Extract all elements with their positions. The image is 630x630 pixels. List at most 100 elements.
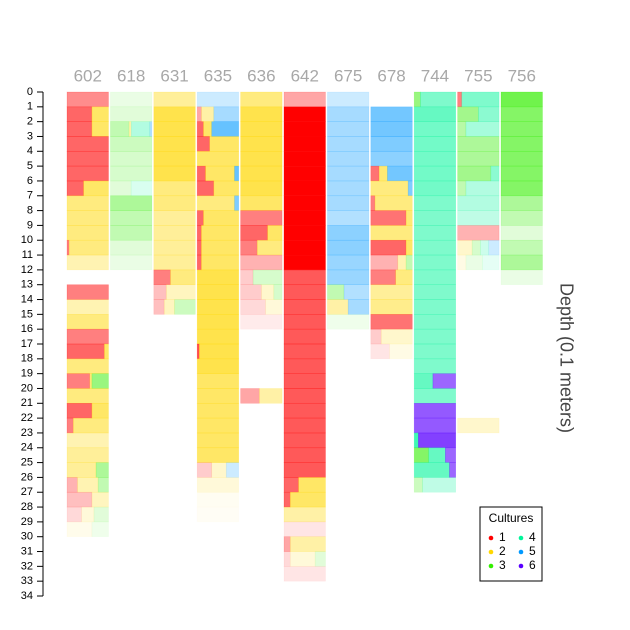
layer-segment bbox=[465, 121, 500, 137]
layer-segment bbox=[500, 239, 543, 256]
layer-segment bbox=[370, 136, 413, 152]
layer-segment bbox=[370, 121, 413, 137]
y-tick-label: 20 bbox=[21, 382, 33, 394]
layer-segment bbox=[240, 210, 283, 226]
legend-marker bbox=[488, 563, 494, 569]
layer-segment bbox=[370, 284, 413, 300]
y-tick-label: 3 bbox=[27, 130, 33, 142]
layer-segment bbox=[66, 521, 93, 538]
layer-segment bbox=[72, 417, 109, 434]
layer-segment bbox=[482, 254, 500, 271]
layer-segment bbox=[413, 239, 457, 256]
layer-segment bbox=[196, 150, 239, 167]
layer-segment bbox=[283, 462, 326, 478]
layer-segment bbox=[380, 328, 413, 345]
layer-segment bbox=[110, 225, 153, 241]
layer-segment bbox=[130, 180, 153, 197]
layer-segment bbox=[97, 477, 109, 493]
layer-segment bbox=[66, 402, 93, 419]
layer-segment bbox=[153, 195, 196, 211]
layer-segment bbox=[413, 121, 457, 137]
layer-segment bbox=[201, 239, 240, 256]
layer-segment bbox=[327, 284, 345, 300]
layer-segment bbox=[283, 477, 299, 493]
layer-segment bbox=[196, 284, 239, 300]
layer-segment bbox=[327, 254, 370, 271]
layer-segment bbox=[153, 225, 196, 241]
layer-segment bbox=[457, 91, 463, 108]
layer-segment bbox=[461, 91, 500, 108]
layer-segment bbox=[205, 165, 235, 182]
layer-segment bbox=[413, 210, 457, 226]
layer-segment bbox=[110, 121, 130, 137]
layer-segment bbox=[413, 432, 419, 449]
layer-segment bbox=[196, 462, 213, 478]
layer-segment bbox=[196, 314, 239, 330]
layer-segment bbox=[397, 254, 407, 271]
layer-segment bbox=[234, 165, 240, 182]
legend-marker bbox=[488, 535, 494, 541]
layer-segment bbox=[89, 373, 93, 389]
y-tick-label: 25 bbox=[21, 456, 33, 468]
layer-segment bbox=[110, 106, 153, 122]
layer-segment bbox=[153, 210, 196, 226]
layer-segment bbox=[197, 492, 239, 508]
layer-segment bbox=[289, 491, 326, 508]
layer-segment bbox=[153, 150, 196, 167]
layer-segment bbox=[196, 254, 202, 271]
column-label: 631 bbox=[160, 66, 188, 85]
layer-segment bbox=[256, 239, 283, 256]
layer-segment bbox=[283, 136, 326, 152]
layer-segment bbox=[91, 106, 109, 122]
layer-segment bbox=[66, 462, 97, 478]
legend-label: 5 bbox=[529, 544, 536, 558]
layer-segment bbox=[234, 195, 240, 211]
column-label: 756 bbox=[508, 66, 536, 85]
layer-segment bbox=[258, 388, 283, 404]
layer-segment bbox=[283, 165, 326, 182]
layer-segment bbox=[110, 136, 153, 152]
layer-segment bbox=[445, 447, 457, 463]
layer-segment bbox=[283, 106, 326, 122]
layer-segment bbox=[413, 314, 457, 330]
layer-segment bbox=[327, 225, 370, 241]
layer-segment bbox=[196, 299, 239, 315]
layer-segment bbox=[225, 462, 239, 478]
layer-segment bbox=[240, 150, 283, 167]
layer-segment bbox=[500, 195, 543, 211]
layer-segment bbox=[197, 507, 239, 522]
layer-segment bbox=[283, 506, 326, 523]
layer-segment bbox=[91, 491, 109, 508]
layer-segment bbox=[153, 254, 196, 271]
y-tick-label: 1 bbox=[27, 101, 33, 113]
layer-segment bbox=[196, 225, 202, 241]
layer-segment bbox=[327, 195, 370, 211]
layer-segment bbox=[314, 551, 326, 567]
layer-segment bbox=[283, 491, 291, 508]
legend-label: 3 bbox=[499, 558, 506, 572]
layer-segment bbox=[283, 284, 326, 300]
layer-segment bbox=[289, 536, 326, 552]
layer-segment bbox=[196, 136, 210, 152]
layer-segment bbox=[370, 210, 407, 226]
layer-segment bbox=[66, 136, 109, 152]
layer-segment bbox=[457, 180, 467, 197]
y-tick-label: 16 bbox=[21, 323, 33, 335]
layer-segment bbox=[77, 477, 99, 493]
layer-segment bbox=[465, 180, 500, 197]
layer-segment bbox=[283, 150, 326, 167]
layer-segment bbox=[413, 417, 457, 434]
layer-segment bbox=[370, 180, 409, 197]
layer-segment bbox=[327, 269, 370, 286]
layer-segment bbox=[66, 417, 74, 434]
y-tick-label: 22 bbox=[21, 412, 33, 424]
layer-segment bbox=[457, 136, 500, 152]
layer-segment bbox=[457, 254, 467, 271]
layer-segment bbox=[283, 299, 326, 315]
layer-segment bbox=[407, 180, 413, 197]
layer-segment bbox=[283, 195, 326, 211]
layer-segment bbox=[66, 210, 109, 226]
layer-segment bbox=[240, 299, 266, 315]
layer-segment bbox=[283, 551, 291, 567]
